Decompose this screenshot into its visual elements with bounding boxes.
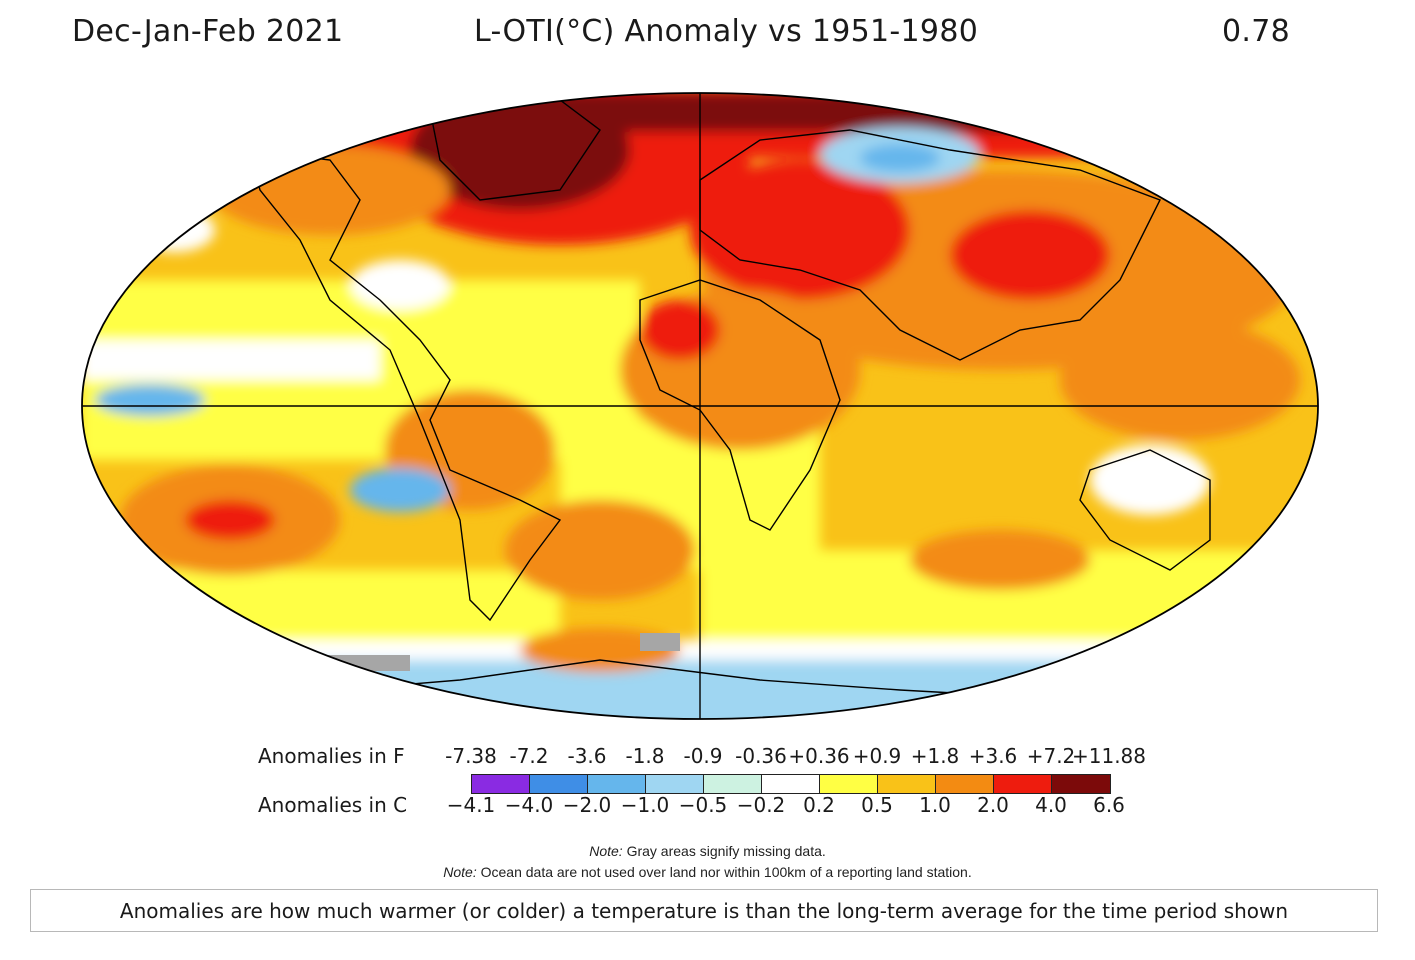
legend-tick-label: -0.9 (683, 744, 723, 768)
note-text: Gray areas signify missing data. (622, 843, 826, 859)
legend-tick-label: 2.0 (977, 793, 1009, 817)
legend-tick-label: −0.2 (736, 793, 786, 817)
africa-orange (620, 290, 860, 450)
china-red (950, 210, 1110, 300)
indonesia-orange (1060, 320, 1300, 440)
south-pacific-red (185, 500, 275, 540)
alaska-orange (210, 145, 450, 235)
antarctic-orange (520, 628, 680, 672)
legend-swatch (588, 775, 646, 793)
note-ocean-data: Note: Ocean data are not used over land … (0, 864, 1415, 880)
missing-data-patch (1030, 93, 1230, 98)
pacific-band (82, 280, 640, 460)
global-mean-value: 0.78 (1222, 14, 1290, 49)
legend-swatch (704, 775, 762, 793)
globe-border (81, 92, 1319, 720)
siberia-blue (820, 127, 980, 183)
note-label: Note: (443, 864, 477, 880)
antarctica-lightblue (300, 660, 1100, 719)
africa-outline (639, 279, 841, 531)
legend-tick-label: +3.6 (968, 744, 1018, 768)
season-label: Dec-Jan-Feb 2021 (72, 14, 344, 49)
americas-outline (249, 149, 562, 622)
greenland-outline (429, 99, 601, 201)
south-pacific-yellow (82, 570, 560, 660)
legend-tick-label: −4.1 (446, 793, 496, 817)
note-label: Note: (589, 843, 623, 859)
npacific-white (135, 208, 215, 252)
legend-swatch (646, 775, 704, 793)
legend-tick-label: −1.0 (620, 793, 670, 817)
legend-colorbar (471, 774, 1111, 794)
legend-tick-label: −2.0 (562, 793, 612, 817)
arctic-darkred (540, 93, 1020, 132)
legend-swatch (936, 775, 994, 793)
legend-tick-label: +1.8 (910, 744, 960, 768)
indian-orange (910, 530, 1090, 590)
caption-text: Anomalies are how much warmer (or colder… (119, 899, 1289, 923)
missing-data-patch (220, 655, 410, 671)
legend-tick-label: 1.0 (919, 793, 951, 817)
legend-swatch (820, 775, 878, 793)
legend-tick-label: +0.36 (788, 744, 850, 768)
asia-orange (700, 170, 1300, 370)
south-atlantic-orange (505, 500, 695, 600)
legend-tick-label: +7.2 (1026, 744, 1076, 768)
australia-outline (1079, 449, 1211, 571)
usa-white (350, 260, 450, 310)
europe-red (690, 160, 910, 300)
legend-tick-label: -7.38 (445, 744, 497, 768)
equatorial-blue (95, 384, 205, 416)
legend-tick-label: +0.9 (852, 744, 902, 768)
australia-white (1090, 445, 1210, 515)
missing-data-patch (640, 633, 680, 651)
legend-swatch (1052, 775, 1110, 793)
legend-swatch (472, 775, 530, 793)
note-missing-data: Note: Gray areas signify missing data. (0, 843, 1415, 859)
legend-swatch (878, 775, 936, 793)
indian-south (700, 550, 1318, 680)
sepacific-blue (350, 468, 450, 512)
caption-box: Anomalies are how much warmer (or colder… (30, 889, 1378, 932)
south-pacific-orange (120, 465, 340, 575)
sahara-red (640, 300, 720, 360)
antarctica-outline (339, 659, 1201, 711)
missing-data-patch (330, 93, 390, 98)
legend-tick-label: 0.2 (803, 793, 835, 817)
legend-tick-label: -0.36 (735, 744, 787, 768)
legend-tick-label: 4.0 (1035, 793, 1067, 817)
southern-ocean-white (200, 640, 1300, 719)
legend-tick-label: −0.5 (678, 793, 728, 817)
baffin-darkred (410, 93, 630, 210)
legend-tick-label: -7.2 (509, 744, 549, 768)
canada-greenland-red (370, 93, 750, 245)
coastlines (249, 99, 1211, 711)
atlantic-yellow (560, 420, 820, 570)
eurasia-outline (699, 129, 1161, 361)
legend-swatch (530, 775, 588, 793)
legend-tick-label: -1.8 (625, 744, 665, 768)
legend-tick-label: -3.6 (567, 744, 607, 768)
legend-tick-label: 0.5 (861, 793, 893, 817)
legend-swatch (762, 775, 820, 793)
legend-tick-label: 6.6 (1093, 793, 1125, 817)
amazon-orange (385, 390, 555, 510)
map-title: L-OTI(°C) Anomaly vs 1951-1980 (474, 14, 979, 49)
legend-tick-label: +11.88 (1071, 744, 1147, 768)
pacific-white (82, 340, 380, 380)
siberia-blue-core (860, 144, 940, 172)
legend-swatch (994, 775, 1052, 793)
arctic-red (180, 93, 1280, 158)
legend-label-fahrenheit: Anomalies in F (258, 744, 405, 768)
legend-label-celsius: Anomalies in C (258, 793, 408, 817)
legend-tick-label: −4.0 (504, 793, 554, 817)
note-text: Ocean data are not used over land nor wi… (476, 864, 972, 880)
